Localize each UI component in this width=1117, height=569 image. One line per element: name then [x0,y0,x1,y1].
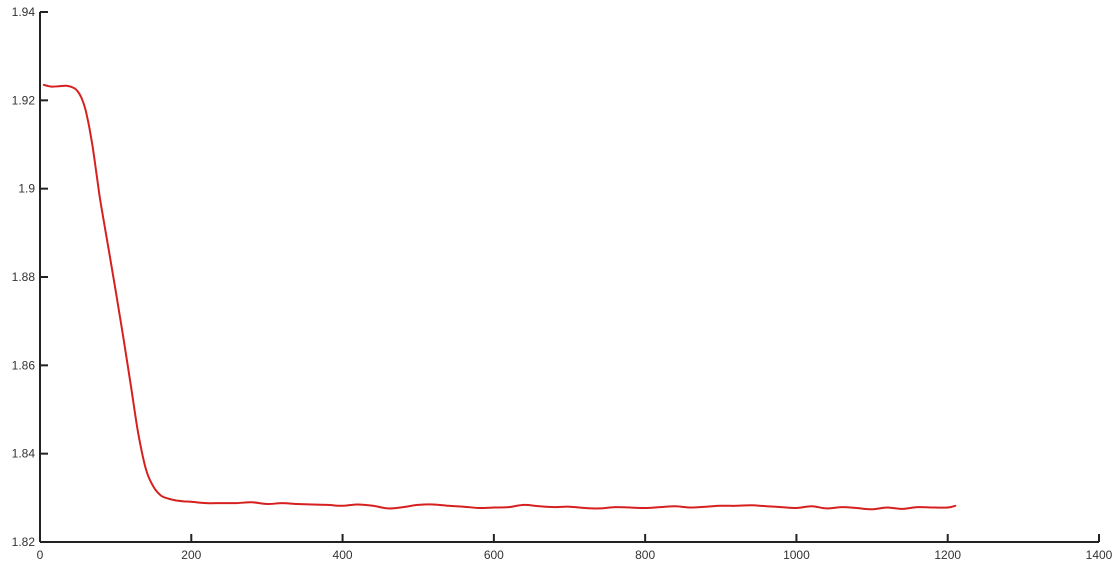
y-tick-label: 1.9 [18,182,35,196]
x-tick-label: 400 [333,548,353,562]
y-ticks: 1.82 1.84 1.86 1.88 1.9 1.92 1.94 [12,5,48,549]
y-tick-label: 1.92 [12,93,36,107]
x-tick-label: 1200 [934,548,961,562]
x-tick-label: 1400 [1086,548,1113,562]
x-tick-label: 600 [484,548,504,562]
axes [39,12,1099,543]
y-tick-label: 1.86 [12,358,36,372]
x-tick-label: 1000 [783,548,810,562]
x-ticks: 0 200 400 600 800 1000 1200 1400 [37,534,1113,562]
x-tick-label: 200 [181,548,201,562]
series-group [42,83,957,511]
y-tick-label: 1.94 [12,5,36,19]
y-tick-label: 1.84 [12,447,36,461]
y-tick-label: 1.88 [12,270,36,284]
x-tick-label: 800 [635,548,655,562]
x-tick-label: 0 [37,548,44,562]
series-line [42,83,957,511]
y-tick-label: 1.82 [12,535,36,549]
